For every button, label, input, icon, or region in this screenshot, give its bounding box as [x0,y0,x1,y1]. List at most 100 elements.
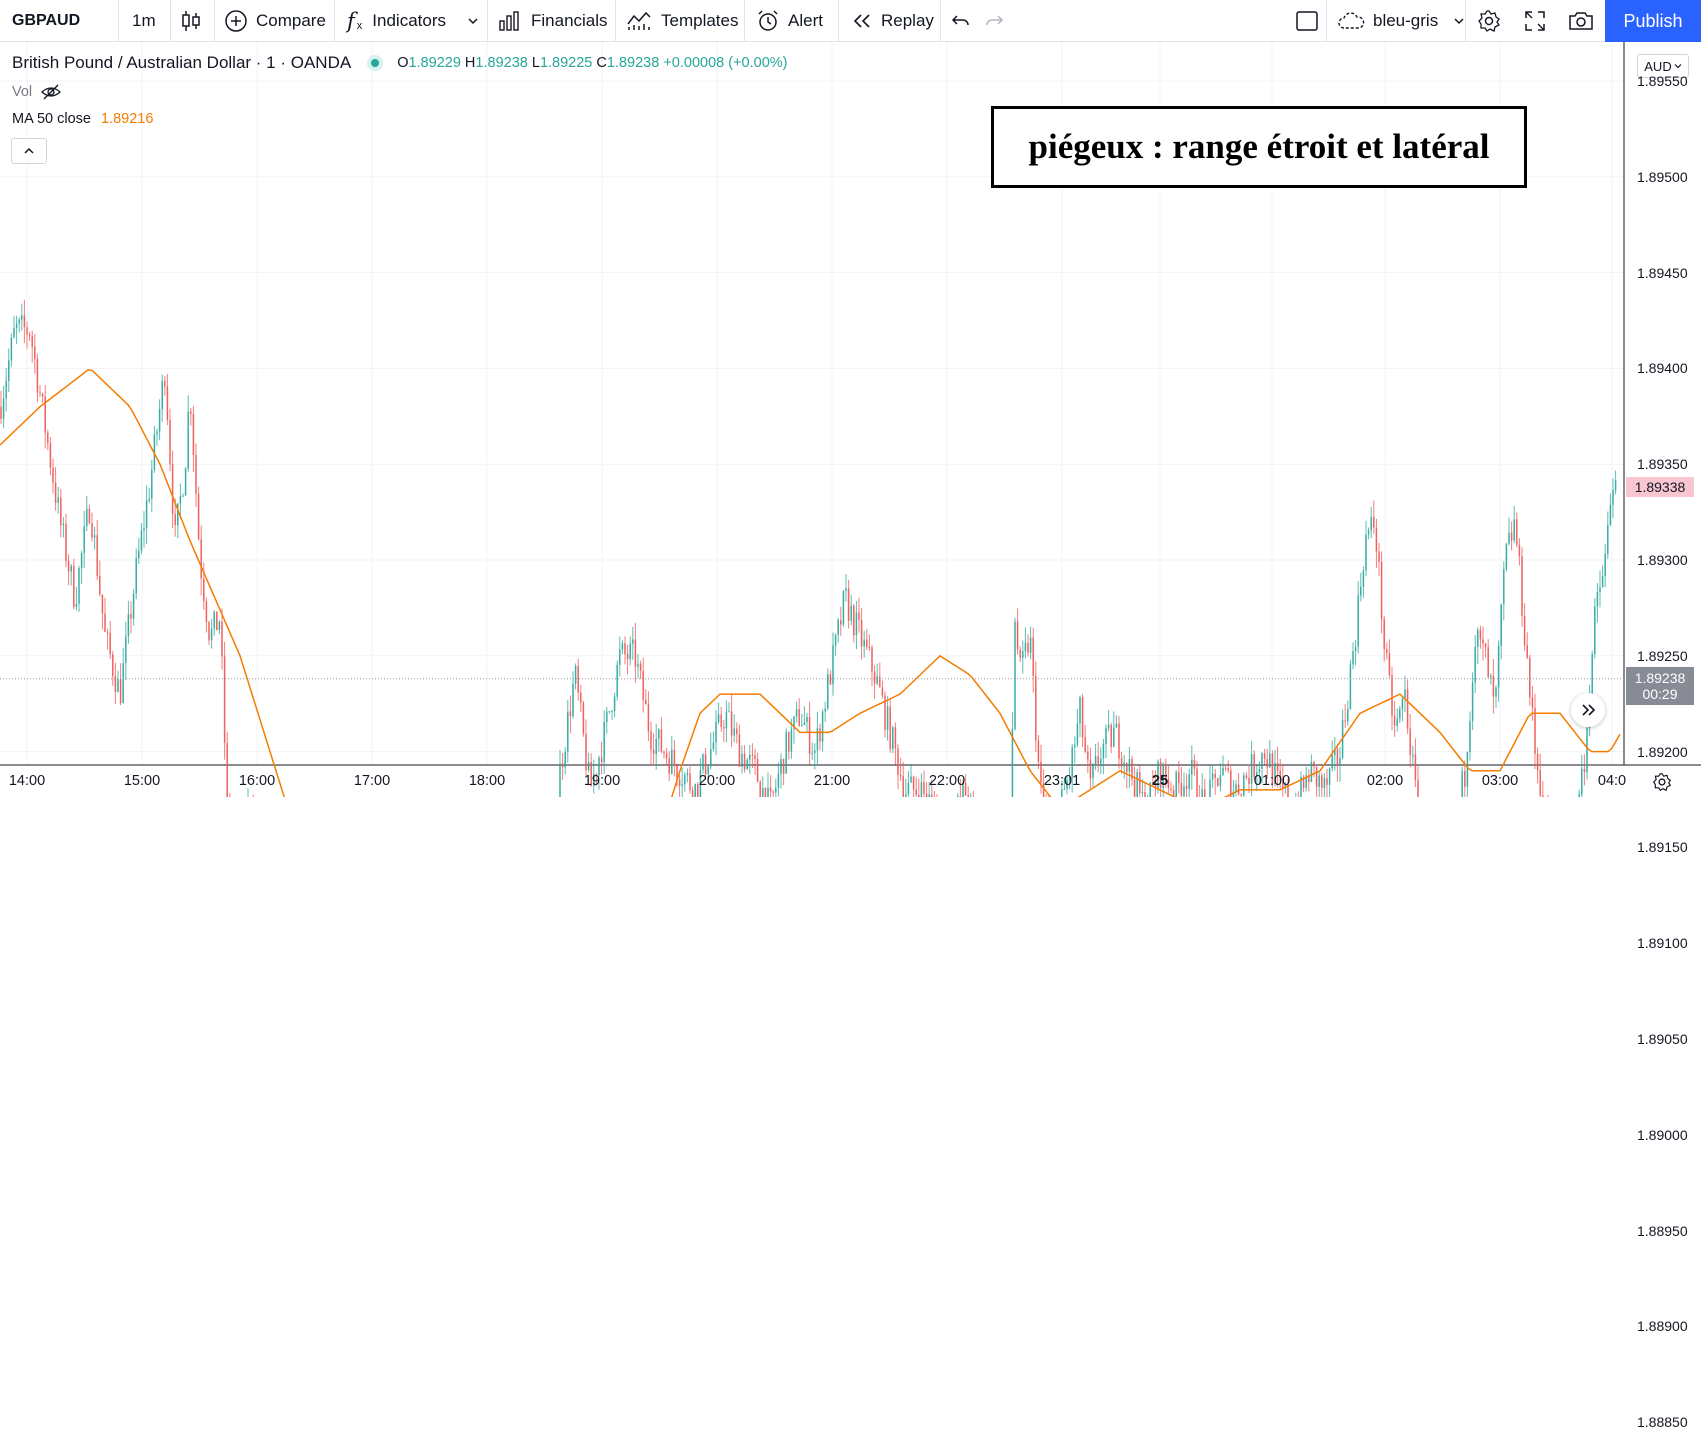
candle [1115,715,1118,729]
candle [1409,713,1411,768]
candle [1248,764,1250,793]
price-tick-label: 1.89250 [1637,647,1688,664]
candle [1131,755,1133,786]
fullscreen-layout-button[interactable] [1295,0,1319,41]
candle [75,586,78,611]
candle [827,668,829,711]
candle [587,752,590,773]
layout-select-button[interactable]: bleu-gris [1337,0,1466,41]
candle [616,660,618,701]
alert-button[interactable]: Alert [756,0,823,41]
candle [192,406,195,473]
scroll-to-realtime-button[interactable] [1571,693,1605,727]
candle [218,620,221,635]
candle [1266,748,1268,779]
candle [161,374,163,422]
candle [892,725,894,754]
candle [806,712,808,733]
candle [964,774,967,796]
candle [1328,767,1331,797]
candle [1523,603,1526,651]
currency-label: AUD [1644,58,1672,74]
annotation-textbox[interactable]: piégeux : range étroit et latéral [991,106,1527,188]
toolbar-divider [1465,0,1466,41]
candle [619,636,621,677]
candle [894,722,897,765]
chart-style-button[interactable] [180,0,202,41]
candle [832,632,834,696]
candle [1253,750,1255,781]
interval-button[interactable]: 1m [132,0,156,41]
candle [203,562,205,610]
candle [1204,778,1206,797]
volume-legend[interactable]: Vol [12,83,62,101]
candle [57,486,59,514]
candle [871,645,873,687]
candle [837,617,839,643]
collapse-legend-button[interactable] [11,138,47,164]
candle [925,782,928,797]
candle [1079,695,1081,738]
axis-settings-button[interactable] [1650,770,1674,794]
toolbar-divider [487,0,488,41]
symbol-search-button[interactable]: GBPAUD [12,0,80,41]
candle [213,610,215,636]
time-tick-label: 01:00 [1253,773,1291,789]
candle [1042,769,1045,797]
price-tick-label: 1.89300 [1637,552,1688,568]
candle [751,743,754,768]
candle [842,590,845,627]
snapshot-button[interactable] [1568,0,1594,41]
fullscreen-button[interactable] [1524,0,1546,41]
candle [216,611,218,631]
candle [723,719,725,743]
time-tick-label: 16:00 [238,773,276,789]
eye-hidden-icon[interactable] [40,83,62,101]
candle [1542,780,1544,797]
candle [187,395,189,472]
candle [564,746,566,775]
candle [1175,769,1177,797]
redo-button[interactable] [984,0,1004,41]
candle [1578,789,1580,797]
indicators-button[interactable]: f x Indicators [347,0,446,41]
publish-button[interactable]: Publish [1605,0,1701,42]
candle [1120,751,1123,774]
candle [1596,583,1599,623]
undo-button[interactable] [951,0,971,41]
candle [1375,518,1378,568]
candle [1349,659,1352,710]
compare-button[interactable]: Compare [224,0,326,41]
settings-button[interactable] [1477,0,1501,41]
candle [127,600,130,644]
candle [967,786,969,797]
financials-button[interactable]: Financials [498,0,608,41]
templates-button[interactable]: Templates [626,0,738,41]
indicators-dropdown-button[interactable] [466,0,480,41]
candle [1474,634,1476,694]
candle [621,640,624,655]
candle [717,702,720,725]
candle [1100,747,1102,775]
candle [790,718,793,759]
candle [1209,765,1211,797]
chart-canvas[interactable] [0,42,1701,797]
publish-label: Publish [1623,10,1683,31]
candle [931,779,933,797]
candle [88,504,91,525]
candle [1380,551,1383,634]
replay-button[interactable]: Replay [851,0,934,41]
candles-icon [182,10,200,31]
ma-legend[interactable]: MA 50 close 1.89216 [12,111,153,127]
candle [1594,598,1596,659]
price-tick-label: 1.88900 [1637,1318,1688,1335]
candle [850,594,852,626]
candle [1495,685,1497,708]
open-key: O [397,55,409,71]
candle [1188,768,1190,797]
candle [229,793,231,797]
candle [130,601,132,634]
currency-selector[interactable]: AUD [1637,54,1689,78]
time-tick-label: 23:01 [1043,773,1081,789]
candle [1497,640,1500,702]
